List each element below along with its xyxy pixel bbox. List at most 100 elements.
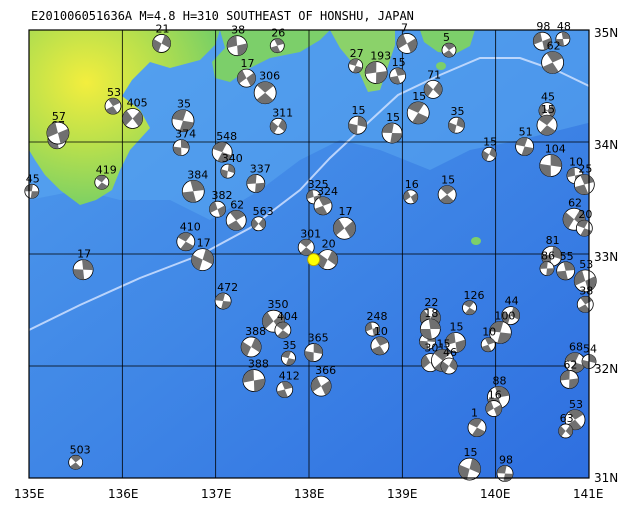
event-depth-label: 25 [578, 163, 592, 176]
focal-mechanism-marker [317, 249, 339, 271]
focal-mechanism-marker [211, 141, 233, 163]
focal-mechanism-marker [226, 35, 248, 57]
event-depth-label: 15 [541, 103, 555, 116]
map-frame [28, 29, 590, 479]
event-depth-label: 98 [499, 454, 513, 467]
focal-mechanism-marker [370, 336, 390, 356]
nankai-trough-line [29, 57, 589, 331]
event-depth-label: 15 [483, 135, 497, 148]
event-depth-label: 62 [563, 358, 577, 371]
focal-mechanism-marker [445, 332, 466, 353]
event-depth-label: 324 [317, 185, 338, 198]
lon-labels: 135E 136E 137E 138E 139E 140E 141E [14, 487, 604, 501]
lon-label-137e: 137E [201, 487, 232, 501]
event-depth-label: 62 [568, 196, 582, 209]
event-depth-label: 301 [300, 227, 321, 240]
event-depth-label: 503 [70, 443, 91, 456]
lon-label-138e: 138E [294, 487, 325, 501]
focal-mechanism-marker [276, 381, 294, 398]
focal-mechanism-marker [237, 68, 256, 88]
focal-mechanism-marker [72, 259, 94, 281]
event-depth-label: 10 [569, 156, 583, 169]
event-depth-label: 53 [579, 258, 593, 271]
event-depth-label: 419 [96, 163, 117, 176]
lon-label-135e: 135E [14, 487, 45, 501]
focal-mechanism-marker [46, 121, 70, 145]
event-depth-label: 51 [519, 125, 533, 138]
event-depth-label: 374 [175, 128, 196, 141]
event-depth-label: 35 [450, 105, 464, 118]
event-depth-label: 98 [536, 20, 550, 33]
event-depth-label: 350 [268, 298, 289, 311]
island-oshima [436, 62, 446, 70]
focal-mechanism-marker [440, 357, 458, 375]
focal-mechanism-marker [152, 34, 171, 53]
focal-mechanism-marker [573, 174, 595, 195]
focal-mechanism-marker [481, 146, 497, 162]
event-depth-label: 17 [77, 248, 91, 261]
event-depth-label: 382 [212, 189, 233, 202]
focal-mechanism-marker [488, 320, 512, 344]
focal-mechanism-marker [539, 154, 563, 177]
focal-mechanism-marker [94, 174, 110, 190]
focal-mechanism-marker [532, 31, 552, 51]
map-title: E201006051636A M=4.8 H=310 SOUTHEAST OF … [31, 9, 414, 23]
focal-mechanism-marker [104, 97, 122, 115]
lat-label-33n: 33N [594, 250, 618, 264]
event-depth-label: 306 [259, 70, 280, 83]
focal-mechanism-marker [448, 116, 465, 134]
event-depth-label: 22 [424, 296, 438, 309]
focal-mechanism-marker [310, 375, 332, 397]
focal-mechanism-marker [348, 58, 364, 74]
focal-mechanism-marker [274, 321, 292, 339]
event-depth-label: 20 [322, 238, 336, 251]
event-depth-label: 15 [386, 111, 400, 124]
focal-mechanism-marker [214, 292, 232, 310]
lat-label-32n: 32N [594, 362, 618, 376]
event-depth-label: 86 [541, 250, 555, 263]
event-depth-label: 53 [569, 398, 583, 411]
event-depth-label: 18 [424, 307, 438, 320]
focal-mechanism-marker [396, 33, 418, 54]
event-depth-label: 325 [308, 178, 329, 191]
event-depth-label: 38 [579, 284, 593, 297]
focal-mechanism-marker [381, 122, 403, 144]
event-depth-label: 7 [401, 21, 408, 34]
focal-mechanism-marker [406, 101, 430, 125]
focal-mechanism-marker [539, 261, 555, 276]
event-depth-label: 16 [405, 178, 419, 191]
event-depth-label: 248 [366, 310, 387, 323]
focal-mechanism-marker [564, 409, 586, 431]
focal-mechanism-marker [365, 321, 380, 337]
event-depth-label: 15 [392, 56, 406, 69]
focal-mechanism-marker [240, 336, 262, 358]
focal-mechanism-marker [403, 189, 419, 205]
focal-mechanism-marker [389, 67, 407, 85]
focal-mechanism-marker [536, 114, 558, 136]
focal-mechanism-marker [556, 261, 576, 281]
focal-mechanism-marker [191, 248, 215, 272]
event-depth-label: 15 [450, 320, 464, 333]
event-depth-label: 15 [412, 90, 426, 103]
lat-labels: 35N 34N 33N 32N 31N [594, 26, 618, 485]
event-depth-label: 35 [282, 339, 296, 352]
focal-mechanism-marker [541, 51, 564, 74]
focal-mechanism-marker [242, 369, 266, 392]
focal-mechanism-marker [437, 185, 457, 205]
focal-mechanism-marker [297, 238, 315, 256]
focal-mechanism-marker [171, 109, 195, 133]
event-depth-label: 57 [52, 110, 66, 123]
event-depth-label: 405 [127, 96, 148, 109]
event-depth-label: 388 [245, 325, 266, 338]
focal-mechanism-marker [251, 216, 267, 232]
focal-mechanism-marker [515, 137, 534, 156]
event-depth-label: 62 [547, 39, 561, 52]
event-depth-label: 384 [187, 168, 208, 181]
event-depth-label: 46 [443, 346, 457, 359]
event-depth-label: 337 [250, 162, 271, 175]
lat-label-31n: 31N [594, 471, 618, 485]
lon-label-136e: 136E [108, 487, 139, 501]
event-depth-label: 404 [277, 310, 298, 323]
focal-mechanism-marker [573, 269, 597, 293]
